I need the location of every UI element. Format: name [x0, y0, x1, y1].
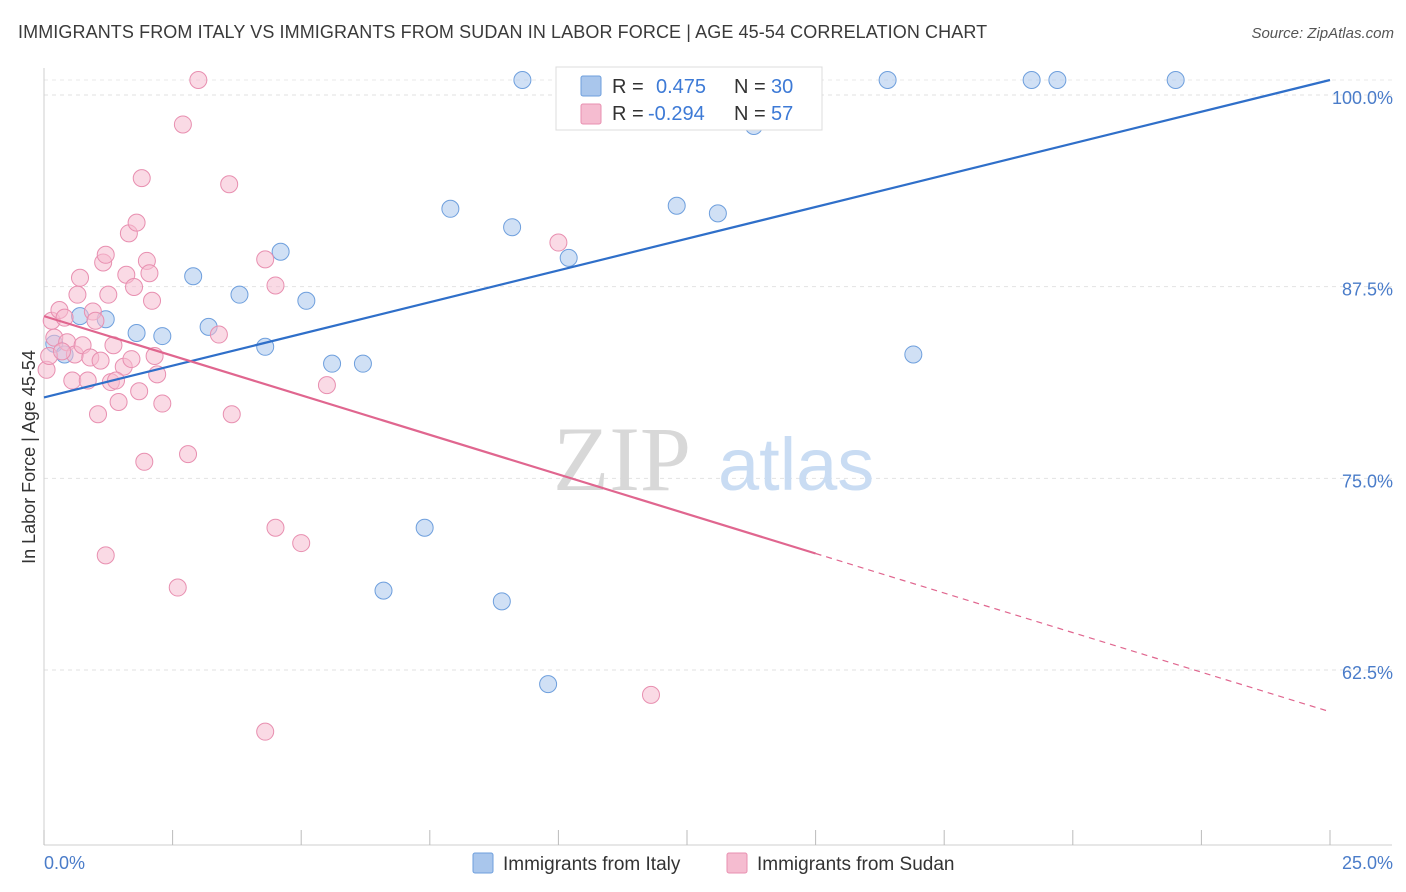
watermark: ZIP atlas	[553, 408, 874, 510]
watermark-atlas: atlas	[718, 423, 874, 506]
italy-point	[230, 285, 249, 304]
sudan-point	[109, 393, 128, 411]
bottom-legend-swatch-sudan	[726, 852, 748, 874]
sudan-point	[130, 382, 149, 401]
sudan-point	[96, 546, 115, 565]
sudan-point	[189, 71, 208, 89]
sudan-point	[153, 394, 172, 413]
sudan-point	[71, 268, 90, 287]
sudan-point	[266, 276, 285, 295]
sudan-point	[168, 578, 187, 597]
sudan-point	[99, 285, 118, 304]
sudan-point	[140, 264, 159, 283]
legend-n-value-italy: 30	[771, 76, 793, 98]
italy-point	[127, 324, 146, 342]
italy-point	[441, 199, 460, 218]
sudan-point	[89, 405, 108, 424]
italy-point	[904, 345, 923, 364]
bottom-legend-label-italy: Immigrants from Italy	[503, 854, 681, 875]
italy-point	[878, 71, 897, 89]
sudan-point	[125, 278, 144, 296]
sudan-point	[549, 233, 568, 252]
sudan-point	[63, 371, 82, 390]
y-tick-label: 100.0%	[1332, 88, 1393, 108]
legend-swatch-italy	[580, 75, 602, 97]
italy-point	[353, 354, 372, 373]
italy-point	[153, 327, 172, 346]
x-tick-labels: 0.0% 25.0%	[44, 853, 1393, 873]
sudan-point	[91, 351, 110, 370]
sudan-point	[173, 115, 192, 134]
italy-trend-line	[43, 78, 1331, 399]
grid-lines	[44, 79, 1392, 671]
italy-point	[297, 291, 316, 310]
sudan-point	[256, 722, 275, 741]
legend-n-label-sudan: N =	[734, 103, 766, 125]
italy-point	[415, 518, 434, 537]
y-tick-labels: 62.5% 75.0% 87.5% 100.0%	[1332, 88, 1393, 683]
sudan-point	[53, 342, 72, 361]
sudan-point	[68, 285, 87, 304]
italy-point	[1048, 71, 1067, 89]
italy-point	[271, 242, 290, 261]
sudan-point	[256, 250, 275, 269]
italy-point	[667, 196, 686, 215]
x-tick-label-min: 0.0%	[44, 853, 85, 873]
sudan-point	[641, 685, 660, 704]
bottom-legend-label-sudan: Immigrants from Sudan	[757, 854, 954, 875]
sudan-point	[292, 534, 311, 553]
sudan-point	[96, 245, 115, 264]
sudan-point	[86, 311, 105, 330]
italy-point	[323, 354, 342, 373]
trend-lines	[43, 78, 1331, 713]
sudan-point	[132, 169, 151, 188]
legend-r-label-sudan: R =	[612, 103, 644, 125]
bottom-legend-swatch-italy	[472, 852, 494, 874]
sudan-point	[135, 452, 154, 471]
italy-point	[492, 592, 511, 611]
legend-n-label-italy: N =	[734, 76, 766, 98]
italy-point	[708, 204, 727, 223]
italy-point	[559, 248, 578, 267]
y-tick-label: 75.0%	[1342, 471, 1393, 491]
sudan-point	[220, 175, 239, 194]
sudan-point	[222, 405, 241, 424]
sudan-point	[127, 213, 146, 232]
legend-swatch-sudan	[580, 103, 602, 125]
chart-title: IMMIGRANTS FROM ITALY VS IMMIGRANTS FROM…	[18, 22, 988, 42]
sudan-trend-line-extension	[815, 552, 1331, 713]
italy-point	[539, 675, 558, 694]
series-legend: Immigrants from Italy Immigrants from Su…	[472, 852, 954, 875]
italy-point	[1022, 71, 1041, 89]
sudan-point	[143, 291, 162, 310]
sudan-trend-line	[43, 315, 816, 555]
x-tick-label-max: 25.0%	[1342, 853, 1393, 873]
data-points	[37, 71, 1185, 741]
italy-point	[374, 581, 393, 600]
sudan-point	[317, 376, 336, 395]
y-tick-label: 87.5%	[1342, 280, 1393, 300]
italy-point	[1166, 71, 1185, 89]
legend-r-label-italy: R =	[612, 76, 644, 98]
legend-r-value-sudan: -0.294	[648, 103, 705, 125]
y-axis-title: In Labor Force | Age 45-54	[19, 350, 39, 564]
source-label: Source: ZipAtlas.com	[1251, 25, 1394, 42]
italy-point	[513, 71, 532, 89]
legend-r-value-italy: 0.475	[656, 76, 706, 98]
italy-point	[503, 218, 522, 237]
axes	[43, 68, 1392, 846]
legend-n-value-sudan: 57	[771, 103, 793, 125]
sudan-point	[179, 445, 198, 464]
sudan-point	[266, 518, 285, 537]
italy-point	[184, 267, 203, 286]
sudan-point	[122, 350, 141, 369]
correlation-legend: R = 0.475 N = 30 R = -0.294 N = 57	[555, 66, 823, 131]
y-tick-label: 62.5%	[1342, 663, 1393, 683]
sudan-point	[209, 325, 228, 344]
